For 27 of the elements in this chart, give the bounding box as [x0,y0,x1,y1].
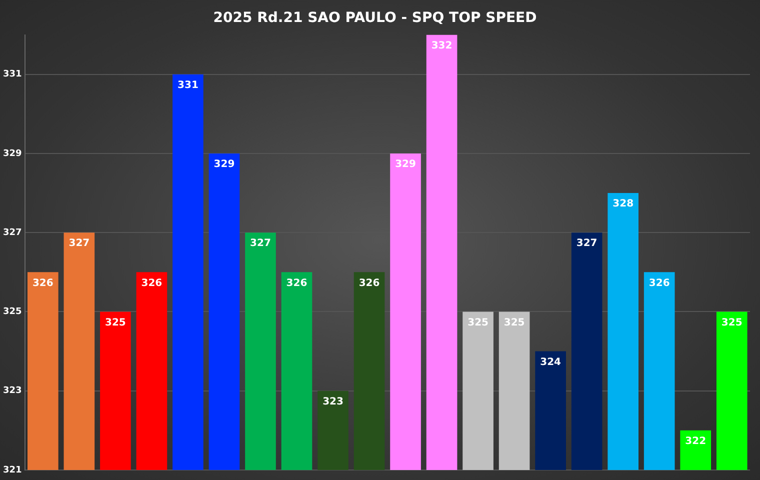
data-label: 329 [395,159,416,170]
y-tick-label: 327 [2,228,22,238]
data-label: 322 [685,436,706,448]
data-label: 326 [286,278,308,289]
y-tick-label: 321 [2,465,22,476]
data-label: 329 [214,159,235,170]
data-label: 326 [141,278,162,289]
y-tick-label: 325 [2,307,22,318]
data-label: 323 [322,396,344,408]
data-label: 326 [648,278,670,289]
data-label: 326 [358,278,380,289]
data-label: 331 [178,80,198,91]
data-label: 328 [612,198,634,210]
data-label: 332 [431,40,452,52]
chart-title: 2025 Rd.21 SAO PAULO - SPQ TOP SPEED [213,10,537,26]
y-tick-label: 323 [2,386,22,396]
data-label: 325 [504,317,525,328]
data-label: 325 [721,317,742,328]
data-label: 327 [68,238,90,250]
data-label: 326 [32,278,54,289]
y-tick-label: 331 [2,70,22,80]
data-label: 325 [105,317,126,328]
data-label: 324 [540,356,562,368]
data-label: 327 [576,238,598,250]
data-label: 327 [250,238,271,250]
y-tick-label: 329 [2,148,22,159]
data-label: 325 [468,317,489,328]
